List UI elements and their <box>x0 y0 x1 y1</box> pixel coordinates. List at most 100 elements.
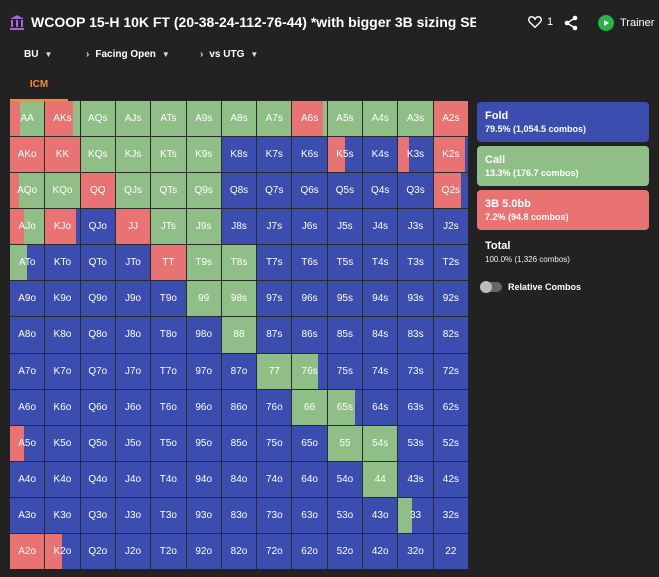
hand-cell[interactable]: 96s <box>292 281 327 317</box>
hand-cell[interactable]: JJ <box>115 209 151 245</box>
hand-cell[interactable]: 53s <box>398 425 433 461</box>
hand-cell[interactable]: T4s <box>363 245 398 281</box>
hand-cell[interactable]: J7s <box>257 209 292 245</box>
hand-cell[interactable]: K6o <box>45 389 80 425</box>
hand-cell[interactable]: JTo <box>115 245 151 281</box>
hand-cell[interactable]: T6s <box>292 245 327 281</box>
hand-cell[interactable]: K4o <box>45 461 80 497</box>
hand-cell[interactable]: 54s <box>363 425 398 461</box>
hand-cell[interactable]: K2o <box>45 533 80 569</box>
hand-cell[interactable]: K5s <box>327 137 363 173</box>
opponent-dropdown[interactable]: › vs UTG ▼ <box>200 49 258 60</box>
action-card[interactable]: 3B 5.0bb 7.2% (94.8 combos) <box>477 190 649 230</box>
hand-cell[interactable]: 75s <box>327 353 363 389</box>
hand-cell[interactable]: 43s <box>398 461 433 497</box>
hand-cell[interactable]: QJs <box>115 173 151 209</box>
hand-cell[interactable]: 62s <box>433 389 468 425</box>
hand-cell[interactable]: 76s <box>292 353 327 389</box>
hand-cell[interactable]: A6s <box>292 101 327 137</box>
hand-cell[interactable]: 94o <box>186 461 221 497</box>
hand-cell[interactable]: JTs <box>151 209 186 245</box>
hand-cell[interactable]: 73o <box>257 497 292 533</box>
hand-cell[interactable]: 83s <box>398 317 433 353</box>
hand-cell[interactable]: 97o <box>186 353 221 389</box>
hand-cell[interactable]: T9s <box>186 245 221 281</box>
hand-cell[interactable]: 84s <box>363 317 398 353</box>
hand-cell[interactable]: 93o <box>186 497 221 533</box>
hand-cell[interactable]: Q7s <box>257 173 292 209</box>
toggle-switch[interactable] <box>480 281 502 293</box>
hand-cell[interactable]: K4s <box>363 137 398 173</box>
hand-cell[interactable]: T4o <box>151 461 186 497</box>
hand-cell[interactable]: 95o <box>186 425 221 461</box>
hand-cell[interactable]: 84o <box>221 461 257 497</box>
hand-cell[interactable]: K9o <box>45 281 80 317</box>
hand-cell[interactable]: AJo <box>10 209 45 245</box>
trainer-button[interactable]: Trainer <box>598 15 654 31</box>
hand-cell[interactable]: 86s <box>292 317 327 353</box>
hand-cell[interactable]: KTo <box>45 245 80 281</box>
hand-cell[interactable]: 74s <box>363 353 398 389</box>
hand-cell[interactable]: 32s <box>433 497 468 533</box>
hand-cell[interactable]: QTo <box>80 245 115 281</box>
hand-cell[interactable]: 52o <box>327 533 363 569</box>
like-button[interactable]: 1 <box>528 15 553 28</box>
hand-cell[interactable]: T2s <box>433 245 468 281</box>
hand-cell[interactable]: A4o <box>10 461 45 497</box>
hand-cell[interactable]: 77 <box>257 353 292 389</box>
hand-cell[interactable]: 62o <box>292 533 327 569</box>
hand-cell[interactable]: 74o <box>257 461 292 497</box>
hand-cell[interactable]: KTs <box>151 137 186 173</box>
hand-cell[interactable]: QTs <box>151 173 186 209</box>
hand-cell[interactable]: A7s <box>257 101 292 137</box>
hand-cell[interactable]: 54o <box>327 461 363 497</box>
hand-cell[interactable]: J5o <box>115 425 151 461</box>
hand-cell[interactable]: Q5o <box>80 425 115 461</box>
hand-cell[interactable]: A6o <box>10 389 45 425</box>
hand-cell[interactable]: 99 <box>186 281 221 317</box>
hand-cell[interactable]: 76o <box>257 389 292 425</box>
hand-cell[interactable]: KQs <box>80 137 115 173</box>
hand-cell[interactable]: J5s <box>327 209 363 245</box>
hand-cell[interactable]: 65s <box>327 389 363 425</box>
hand-cell[interactable]: 43o <box>363 497 398 533</box>
hand-cell[interactable]: T2o <box>151 533 186 569</box>
hand-cell[interactable]: AJs <box>115 101 151 137</box>
hand-cell[interactable]: 88 <box>221 317 257 353</box>
hand-cell[interactable]: 94s <box>363 281 398 317</box>
hand-cell[interactable]: T8s <box>221 245 257 281</box>
hand-cell[interactable]: A5o <box>10 425 45 461</box>
hand-cell[interactable]: QJo <box>80 209 115 245</box>
hand-cell[interactable]: T8o <box>151 317 186 353</box>
hand-cell[interactable]: Q9s <box>186 173 221 209</box>
hand-cell[interactable]: K3o <box>45 497 80 533</box>
hand-cell[interactable]: 64o <box>292 461 327 497</box>
hand-cell[interactable]: 63o <box>292 497 327 533</box>
hand-cell[interactable]: K8s <box>221 137 257 173</box>
facing-dropdown[interactable]: › Facing Open ▼ <box>86 49 170 60</box>
hand-cell[interactable]: 98s <box>221 281 257 317</box>
hand-cell[interactable]: 55 <box>327 425 363 461</box>
hand-cell[interactable]: A2s <box>433 101 468 137</box>
hand-cell[interactable]: Q2s <box>433 173 468 209</box>
hand-cell[interactable]: 53o <box>327 497 363 533</box>
hand-cell[interactable]: K6s <box>292 137 327 173</box>
hand-cell[interactable]: J4o <box>115 461 151 497</box>
tab-icm[interactable]: ICM <box>29 79 49 90</box>
hand-cell[interactable]: J6o <box>115 389 151 425</box>
hand-cell[interactable]: 97s <box>257 281 292 317</box>
hand-cell[interactable]: J3o <box>115 497 151 533</box>
hand-cell[interactable]: 72o <box>257 533 292 569</box>
hand-cell[interactable]: 65o <box>292 425 327 461</box>
hand-cell[interactable]: J2o <box>115 533 151 569</box>
hand-cell[interactable]: 95s <box>327 281 363 317</box>
hand-cell[interactable]: 73s <box>398 353 433 389</box>
hand-cell[interactable]: KJo <box>45 209 80 245</box>
hand-cell[interactable]: 87o <box>221 353 257 389</box>
hand-cell[interactable]: 63s <box>398 389 433 425</box>
action-card[interactable]: Fold 79.5% (1,054.5 combos) <box>477 102 649 142</box>
position-dropdown[interactable]: BU ▼ <box>24 49 52 60</box>
hand-cell[interactable]: 87s <box>257 317 292 353</box>
hand-cell[interactable]: ATs <box>151 101 186 137</box>
hand-cell[interactable]: T5o <box>151 425 186 461</box>
